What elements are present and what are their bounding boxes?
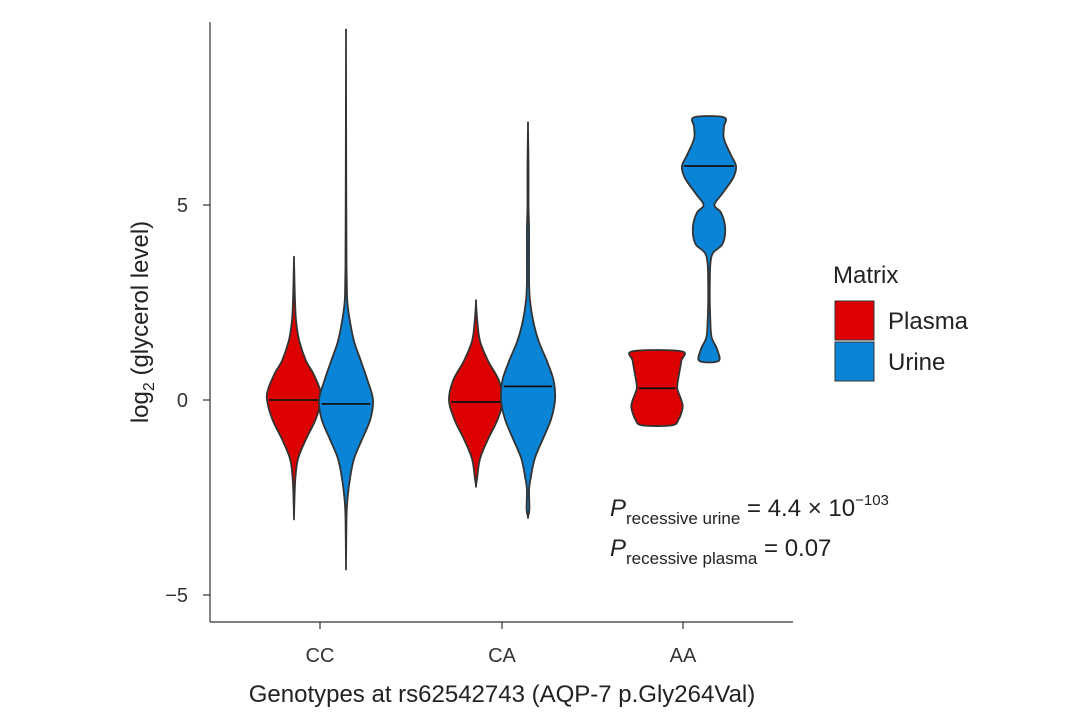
violin-urine-cc: [318, 28, 374, 571]
y-axis-title-sub: 2: [141, 382, 158, 391]
annotation-p-urine-sup: −103: [855, 492, 889, 509]
x-tick-label: AA: [670, 645, 697, 667]
legend-label-plasma: Plasma: [888, 308, 969, 335]
x-tick-label: CC: [306, 645, 335, 667]
annotation-p-plasma-prefix: P: [610, 535, 626, 562]
y-tick-label: 5: [177, 195, 188, 217]
annotation-p-urine-prefix: P: [610, 495, 626, 522]
annotation-p-urine-value: = 4.4 × 10: [740, 495, 855, 522]
y-axis-title: log2 (glycerol level): [127, 221, 158, 423]
annotation-p-plasma: Precessive plasma = 0.07: [610, 535, 831, 568]
x-tick-label: CA: [488, 645, 516, 667]
violin-plasma-ca: [448, 299, 504, 488]
legend-title: Matrix: [833, 262, 898, 289]
legend-swatch-plasma: [834, 300, 875, 341]
legend-label-urine: Urine: [888, 349, 945, 376]
violin-plasma-cc: [265, 255, 323, 521]
annotation-p-urine: Precessive urine = 4.4 × 10−103: [610, 492, 889, 528]
legend: Matrix Plasma Urine: [833, 262, 969, 382]
y-axis-title-main: log: [127, 391, 154, 423]
y-axis-title-rest: (glycerol level): [127, 221, 154, 382]
x-ticks: CC CA AA: [306, 622, 697, 667]
x-axis-title: Genotypes at rs62542743 (AQP-7 p.Gly264V…: [249, 681, 756, 708]
y-ticks: −5 0 5: [165, 195, 210, 607]
annotation-p-plasma-sub: recessive plasma: [626, 549, 758, 568]
violin-urine-aa: [680, 115, 738, 364]
violin-urine-ca: [499, 121, 557, 519]
y-tick-label: 0: [177, 390, 188, 412]
violin-group: [265, 28, 738, 571]
annotation-p-plasma-value: = 0.07: [757, 535, 831, 562]
y-tick-label: −5: [165, 585, 188, 607]
annotation-p-urine-sub: recessive urine: [626, 509, 740, 528]
legend-swatch-urine: [834, 341, 875, 382]
